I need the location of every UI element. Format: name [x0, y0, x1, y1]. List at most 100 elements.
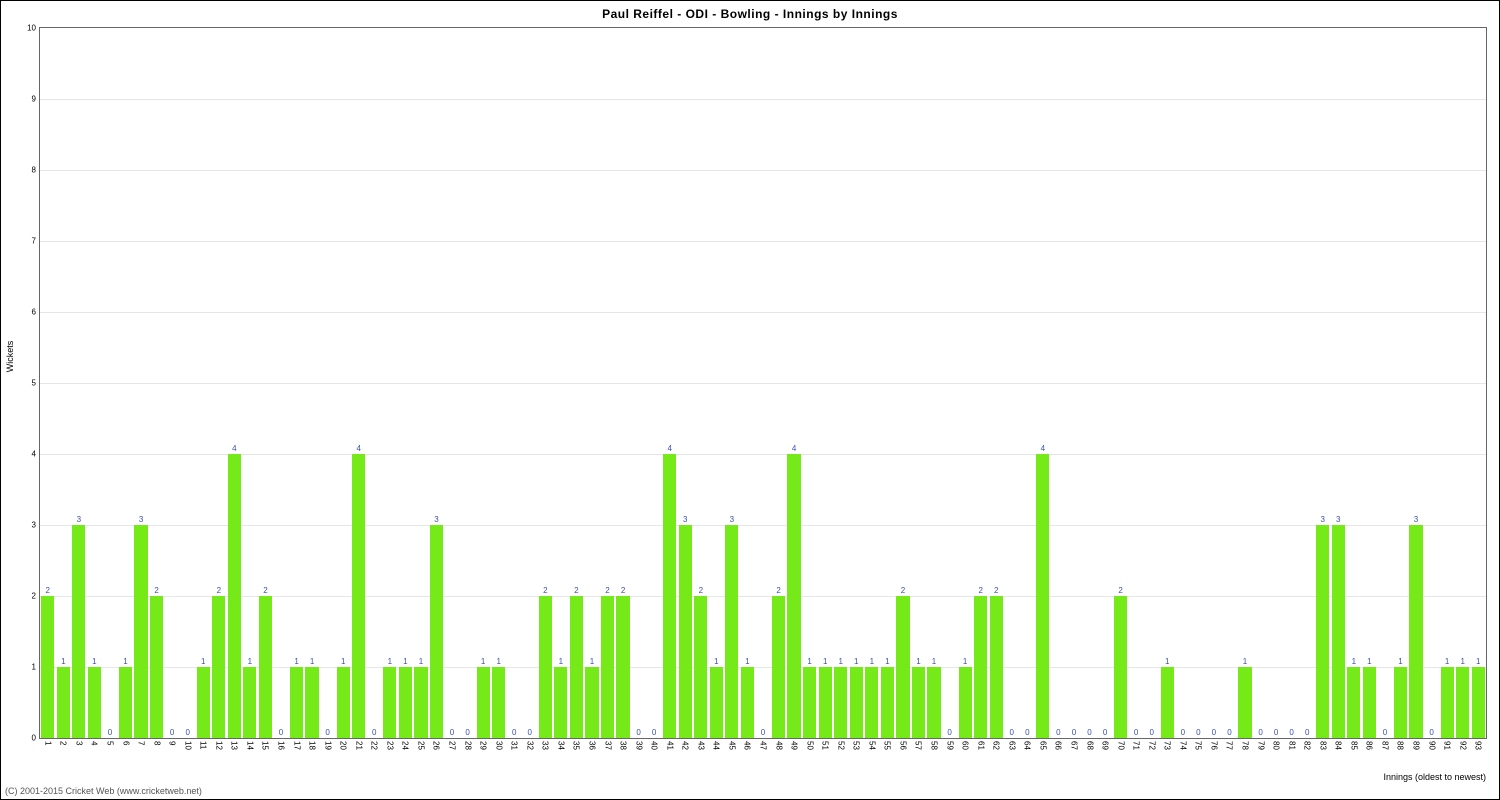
bar-value-label: 1: [1472, 657, 1485, 667]
bar: 1: [1394, 667, 1407, 738]
bar-value-label: 2: [41, 586, 54, 596]
bar: 1: [1363, 667, 1376, 738]
bar-value-label: 3: [1316, 515, 1329, 525]
bar-value-label: 2: [990, 586, 1003, 596]
x-tick-label: 73: [1163, 741, 1172, 750]
bar-value-label: 1: [383, 657, 396, 667]
bar: 2: [772, 596, 785, 738]
bar: 1: [243, 667, 256, 738]
bar: 2: [150, 596, 163, 738]
bar: 1: [197, 667, 210, 738]
y-tick-label: 0: [22, 734, 36, 743]
bar-value-label: 2: [570, 586, 583, 596]
bar-value-label: 2: [212, 586, 225, 596]
x-tick-label: 54: [867, 741, 876, 750]
bar-value-label: 1: [243, 657, 256, 667]
x-tick-label: 39: [634, 741, 643, 750]
bar-value-label: 0: [181, 728, 194, 738]
x-tick-label: 30: [494, 741, 503, 750]
bar-value-label: 1: [741, 657, 754, 667]
bars-container: 2131013200124120110140111300110021212200…: [40, 28, 1486, 738]
bar: 1: [1238, 667, 1251, 738]
bar: 2: [212, 596, 225, 738]
bar-value-label: 0: [756, 728, 769, 738]
x-tick-label: 75: [1194, 741, 1203, 750]
x-tick-label: 52: [836, 741, 845, 750]
y-tick-label: 2: [22, 592, 36, 601]
bar: 1: [1472, 667, 1485, 738]
bar: 1: [881, 667, 894, 738]
bar-value-label: 2: [896, 586, 909, 596]
bar: 1: [1456, 667, 1469, 738]
y-tick-label: 6: [22, 308, 36, 317]
bar-value-label: 3: [1332, 515, 1345, 525]
x-tick-label: 14: [245, 741, 254, 750]
bar-value-label: 2: [772, 586, 785, 596]
bar: 1: [119, 667, 132, 738]
x-tick-label: 38: [619, 741, 628, 750]
bar-value-label: 0: [1130, 728, 1143, 738]
bar: 3: [134, 525, 147, 738]
x-tick-label: 9: [168, 741, 177, 745]
bar-value-label: 1: [88, 657, 101, 667]
bar-value-label: 3: [1409, 515, 1422, 525]
x-tick-label: 18: [308, 741, 317, 750]
bar: 2: [990, 596, 1003, 738]
bar-value-label: 0: [1285, 728, 1298, 738]
x-tick-label: 17: [292, 741, 301, 750]
x-tick-label: 88: [1396, 741, 1405, 750]
x-tick-label: 53: [852, 741, 861, 750]
bar-value-label: 0: [1269, 728, 1282, 738]
bar: 1: [850, 667, 863, 738]
bar-value-label: 0: [1005, 728, 1018, 738]
bar-value-label: 1: [57, 657, 70, 667]
bar: 3: [72, 525, 85, 738]
x-tick-label: 49: [790, 741, 799, 750]
bar: 1: [1161, 667, 1174, 738]
bar-value-label: 1: [477, 657, 490, 667]
bar-value-label: 2: [694, 586, 707, 596]
bar-value-label: 0: [321, 728, 334, 738]
bar: 1: [912, 667, 925, 738]
bar-value-label: 1: [1363, 657, 1376, 667]
x-tick-label: 7: [137, 741, 146, 745]
x-tick-label: 4: [90, 741, 99, 745]
bar: 2: [570, 596, 583, 738]
x-tick-label: 41: [665, 741, 674, 750]
x-tick-label: 63: [1007, 741, 1016, 750]
x-tick-label: 20: [339, 741, 348, 750]
bar-value-label: 0: [166, 728, 179, 738]
bar: 1: [741, 667, 754, 738]
bar-value-label: 2: [259, 586, 272, 596]
bar: 2: [896, 596, 909, 738]
x-tick-label: 6: [121, 741, 130, 745]
x-tick-label: 19: [323, 741, 332, 750]
bar: 1: [492, 667, 505, 738]
bar-value-label: 3: [679, 515, 692, 525]
x-tick-label: 93: [1474, 741, 1483, 750]
y-tick-label: 5: [22, 379, 36, 388]
x-tick-label: 62: [992, 741, 1001, 750]
bar: 1: [337, 667, 350, 738]
bar-value-label: 0: [368, 728, 381, 738]
x-tick-label: 37: [603, 741, 612, 750]
bar-value-label: 0: [461, 728, 474, 738]
bar: 2: [974, 596, 987, 738]
bar-value-label: 1: [197, 657, 210, 667]
bar-value-label: 1: [1238, 657, 1251, 667]
x-tick-label: 28: [463, 741, 472, 750]
x-tick-label: 66: [1054, 741, 1063, 750]
bar: 1: [803, 667, 816, 738]
bar-value-label: 0: [1223, 728, 1236, 738]
x-tick-label: 76: [1209, 741, 1218, 750]
x-tick-label: 5: [105, 741, 114, 745]
x-tick-label: 31: [510, 741, 519, 750]
x-tick-label: 32: [525, 741, 534, 750]
bar: 1: [383, 667, 396, 738]
bar-value-label: 1: [337, 657, 350, 667]
bar: 2: [1114, 596, 1127, 738]
bar-value-label: 1: [1456, 657, 1469, 667]
y-tick-label: 8: [22, 166, 36, 175]
x-tick-label: 89: [1412, 741, 1421, 750]
bar-value-label: 1: [554, 657, 567, 667]
